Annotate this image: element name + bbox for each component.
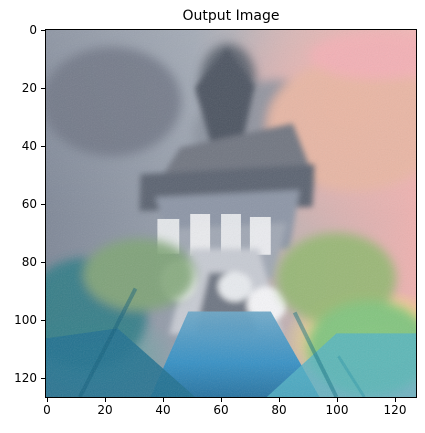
y-tick-40 (41, 146, 45, 147)
plot-title: Output Image (182, 8, 280, 24)
output-image (46, 30, 416, 397)
x-tick-100 (337, 398, 338, 402)
x-tick-label-40: 40 (155, 403, 171, 417)
y-tick-label-20: 20 (21, 81, 37, 95)
y-tick-20 (41, 88, 45, 89)
image-frame (45, 29, 417, 398)
y-tick-label-120: 120 (14, 371, 37, 385)
x-tick-40 (163, 398, 164, 402)
y-tick-120 (41, 378, 45, 379)
y-tick-0 (41, 30, 45, 31)
y-tick-60 (41, 204, 45, 205)
x-tick-80 (279, 398, 280, 402)
y-tick-100 (41, 320, 45, 321)
x-tick-label-20: 20 (97, 403, 113, 417)
x-tick-label-100: 100 (325, 403, 349, 417)
y-tick-label-100: 100 (14, 313, 37, 327)
x-tick-label-80: 80 (271, 403, 287, 417)
y-tick-label-60: 60 (21, 197, 37, 211)
y-tick-80 (41, 262, 45, 263)
y-tick-label-80: 80 (21, 255, 37, 269)
y-tick-label-40: 40 (21, 139, 37, 153)
x-tick-60 (221, 398, 222, 402)
x-tick-0 (47, 398, 48, 402)
y-tick-label-0: 0 (29, 23, 37, 37)
x-tick-120 (395, 398, 396, 402)
x-tick-label-120: 120 (383, 403, 407, 417)
x-tick-label-0: 0 (43, 403, 51, 417)
x-tick-label-60: 60 (213, 403, 229, 417)
x-tick-20 (105, 398, 106, 402)
